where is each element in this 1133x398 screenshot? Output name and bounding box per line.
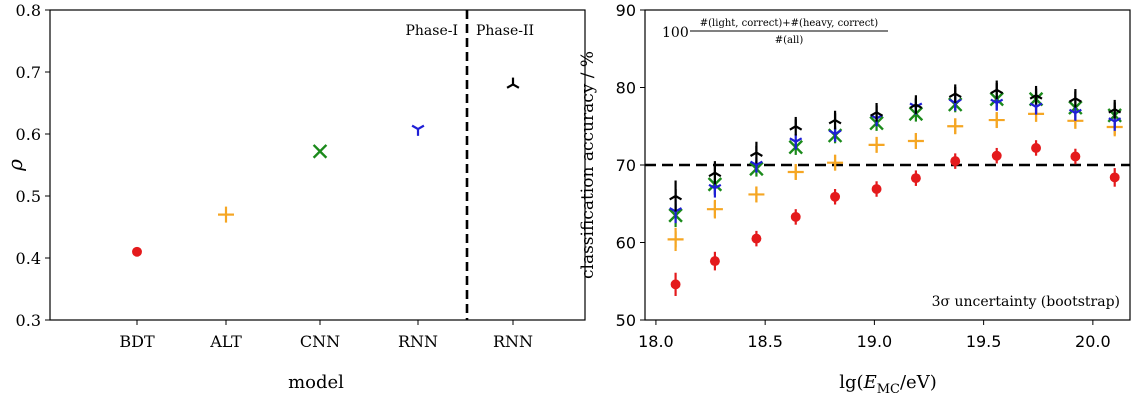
data-point — [1029, 88, 1043, 100]
data-point — [749, 145, 763, 157]
formula-numerator: #(light, correct)+#(heavy, correct) — [700, 18, 879, 29]
left-point-5 — [506, 77, 520, 89]
xlabel-rest: /eV) — [900, 372, 937, 393]
left-x-tick-label: BDT — [119, 332, 155, 351]
left-y-axis: 0.3 0.4 0.5 0.6 0.7 0.8 — [16, 1, 50, 330]
right-x-tick-label: 20.0 — [1075, 332, 1111, 351]
right-y-axis-label: classification accuracy / % — [578, 51, 598, 279]
data-point — [990, 98, 1004, 110]
xlabel-e: E — [863, 372, 877, 393]
left-y-tick-label: 0.6 — [16, 125, 41, 144]
data-point — [789, 119, 803, 131]
formula-denominator: #(all) — [775, 35, 804, 46]
left-x-tick-label: RNN — [493, 332, 533, 351]
data-point — [1029, 102, 1043, 114]
left-point-3 — [312, 144, 328, 159]
data-point — [827, 154, 844, 171]
data-point — [907, 132, 924, 149]
left-y-tick-label: 0.7 — [16, 63, 41, 82]
left-chart: 0.3 0.4 0.5 0.6 0.7 0.8 BDT ALT CNN RNN RNN Phase… — [3, 1, 586, 393]
series-2 — [667, 105, 1123, 252]
data-point — [789, 137, 803, 149]
right-y-tick-label: 90 — [616, 1, 636, 20]
data-point — [868, 136, 885, 153]
right-y-tick-label: 60 — [616, 234, 636, 253]
data-point — [988, 112, 1005, 129]
data-point — [948, 86, 962, 99]
data-point — [708, 183, 722, 196]
right-x-axis: 18.0 18.5 19.0 19.5 20.0 — [638, 320, 1111, 351]
left-y-axis-label: ρ — [3, 159, 27, 172]
data-point — [749, 160, 763, 172]
right-data-series — [667, 80, 1123, 296]
data-point — [950, 156, 961, 167]
data-point — [670, 279, 681, 290]
right-y-tick-label: 70 — [616, 156, 636, 175]
left-x-tick-label: RNN — [398, 332, 438, 351]
left-y-tick-label: 0.5 — [16, 187, 41, 206]
right-x-axis-label: lg(EMC/eV) — [839, 372, 936, 397]
data-point — [910, 173, 921, 184]
left-x-axis: BDT ALT CNN RNN RNN — [119, 320, 533, 351]
right-y-axis: 50 60 70 80 90 — [616, 1, 645, 330]
left-y-tick-label: 0.8 — [16, 1, 41, 20]
series-4 — [669, 95, 1122, 224]
data-point — [1108, 117, 1122, 129]
data-point — [709, 256, 720, 267]
data-point — [1068, 91, 1082, 103]
right-y-tick-label: 50 — [616, 311, 636, 330]
data-point — [830, 191, 841, 202]
left-x-axis-label: model — [288, 372, 344, 393]
accuracy-formula: 100 #(light, correct)+#(heavy, correct) … — [662, 18, 888, 46]
formula-prefix: 100 — [662, 25, 689, 41]
data-point — [1068, 108, 1082, 120]
data-point — [990, 83, 1004, 95]
data-point — [870, 105, 884, 117]
series-3 — [668, 91, 1122, 227]
right-x-tick-label: 18.0 — [638, 332, 674, 351]
series-5 — [669, 80, 1122, 212]
left-x-tick-label: CNN — [300, 332, 340, 351]
left-point-2 — [218, 206, 234, 223]
data-point — [787, 163, 804, 180]
right-x-tick-label: 19.5 — [966, 332, 1002, 351]
uncertainty-note: 3σ uncertainty (bootstrap) — [932, 294, 1120, 310]
right-chart: 50 60 70 80 90 18.0 18.5 19.0 19.5 20.0 100 #(li… — [578, 1, 1131, 397]
data-point — [828, 113, 842, 125]
data-point — [706, 201, 723, 218]
left-plot-frame — [49, 9, 586, 321]
data-point — [947, 118, 964, 135]
right-x-tick-label: 18.5 — [747, 332, 783, 351]
data-point — [909, 97, 923, 109]
series-1 — [670, 140, 1120, 296]
left-y-tick-label: 0.3 — [16, 311, 41, 330]
data-point — [991, 150, 1002, 161]
xlabel-subscript: MC — [877, 382, 900, 397]
data-point — [669, 189, 683, 201]
left-point-1 — [132, 246, 142, 257]
data-point — [871, 184, 882, 194]
data-point — [828, 129, 842, 141]
left-data-points — [132, 77, 520, 257]
data-point — [1070, 151, 1081, 162]
data-point — [708, 165, 722, 178]
right-y-tick-label: 80 — [616, 79, 636, 98]
left-point-4 — [411, 124, 425, 136]
phase-ii-label: Phase-II — [476, 23, 534, 39]
right-x-tick-label: 19.0 — [857, 332, 893, 351]
data-point — [1108, 102, 1122, 114]
data-point — [748, 186, 765, 203]
xlabel-lg: lg( — [839, 372, 863, 393]
data-point — [1031, 143, 1042, 153]
left-x-tick-label: ALT — [209, 332, 242, 351]
data-point — [790, 211, 801, 222]
data-point — [751, 233, 762, 244]
left-y-tick-label: 0.4 — [16, 249, 41, 268]
data-point — [1109, 172, 1120, 183]
phase-i-label: Phase-I — [405, 23, 458, 39]
data-point — [667, 231, 684, 248]
